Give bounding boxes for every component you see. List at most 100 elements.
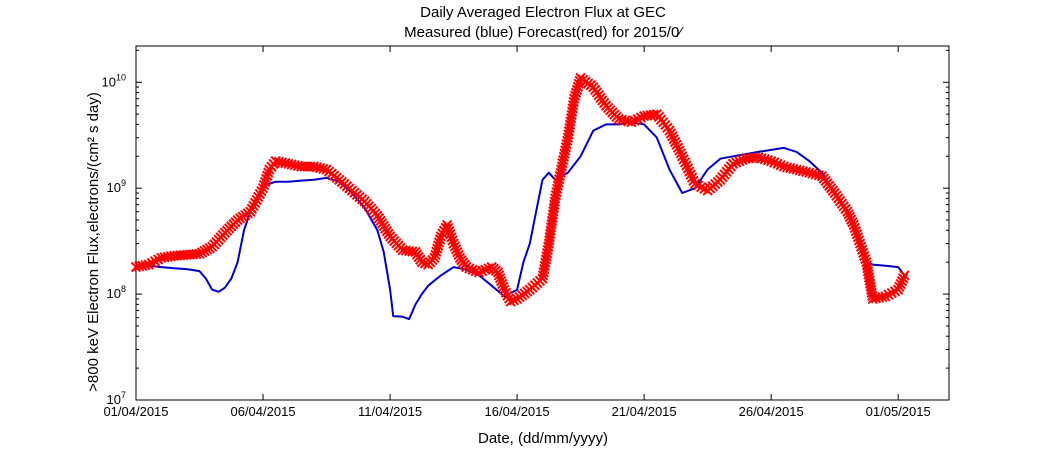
forecast-marker xyxy=(258,179,270,191)
forecast-marker xyxy=(569,90,581,101)
chart-subtitle: Measured (blue) Forecast(red) for 2015/0… xyxy=(404,24,684,41)
forecast-marker xyxy=(850,225,862,237)
forecast-marker xyxy=(678,154,689,165)
x-tick-label: 26/04/2015 xyxy=(739,404,804,419)
forecast-marker xyxy=(894,281,905,293)
forecast-marker xyxy=(667,131,678,142)
forecast-marker xyxy=(497,278,508,290)
forecast-marker xyxy=(445,229,456,240)
forecast-marker xyxy=(648,109,659,120)
forecast-marker xyxy=(257,182,269,194)
forecast-marker xyxy=(448,238,459,249)
forecast-marker xyxy=(480,264,491,275)
forecast-marker xyxy=(493,270,505,281)
forecast-marker xyxy=(671,139,682,151)
forecast-marker xyxy=(508,295,520,306)
forecast-marker xyxy=(684,166,695,177)
forecast-marker xyxy=(473,267,485,278)
forecast-marker xyxy=(895,278,906,290)
forecast-marker xyxy=(759,154,771,165)
forecast-marker xyxy=(899,270,910,281)
forecast-marker xyxy=(429,252,440,264)
forecast-marker xyxy=(494,273,506,284)
forecast-marker xyxy=(453,249,464,261)
forecast-marker xyxy=(852,232,864,243)
x-tick-label: 06/04/2015 xyxy=(230,404,295,419)
forecast-marker xyxy=(672,142,684,153)
forecast-marker xyxy=(434,234,446,245)
x-axis: 01/04/2015 06/04/2015 11/04/2015 16/04/2015… xyxy=(103,46,931,419)
x-tick-label: 16/04/2015 xyxy=(485,404,550,419)
forecast-marker xyxy=(571,84,583,95)
forecast-marker xyxy=(665,128,677,139)
forecast-marker xyxy=(664,125,675,136)
forecast-marker xyxy=(675,148,687,159)
forecast-marker xyxy=(682,163,694,174)
forecast-marker xyxy=(854,238,866,249)
forecast-marker xyxy=(849,222,860,234)
forecast-marker xyxy=(896,275,908,287)
series-layer xyxy=(130,72,910,321)
forecast-marker xyxy=(851,229,863,240)
forecast-marker xyxy=(432,243,443,254)
forecast-marker xyxy=(416,256,428,268)
x-tick-label: 01/04/2015 xyxy=(103,404,168,419)
forecast-marker xyxy=(432,240,444,251)
forecast-marker xyxy=(677,151,688,162)
y-axis: 107 108 109 1010 xyxy=(102,49,949,407)
forecast-marker xyxy=(476,265,488,277)
forecast-marker xyxy=(444,225,455,237)
y-tick-label: 107 xyxy=(107,390,126,407)
forecast-marker xyxy=(848,219,859,231)
forecast-marker xyxy=(263,167,274,178)
x-tick-label: 11/04/2015 xyxy=(358,404,422,419)
forecast-marker xyxy=(447,235,458,246)
forecast-marker xyxy=(727,158,739,169)
forecast-marker xyxy=(892,284,904,295)
forecast-marker xyxy=(898,273,909,284)
forecast-marker xyxy=(686,172,698,183)
forecast-marker xyxy=(433,237,445,248)
y-axis-label: >800 keV Electron Flux,electrons/(cm² s … xyxy=(85,92,102,392)
forecast-marker xyxy=(449,241,461,252)
forecast-marker xyxy=(669,136,681,148)
forecast-marker xyxy=(430,249,441,260)
forecast-marker xyxy=(734,156,745,167)
y-tick-label: 108 xyxy=(107,284,126,301)
x-axis-label: Date, (dd/mm/yyyy) xyxy=(478,430,608,447)
forecast-marker xyxy=(140,259,151,271)
forecast-marker xyxy=(858,247,869,259)
forecast-marker xyxy=(442,219,453,231)
forecast-marker xyxy=(753,152,764,163)
chart-title: Daily Averaged Electron Flux at GEC xyxy=(420,4,666,21)
forecast-marker xyxy=(498,281,509,293)
forecast-marker xyxy=(674,145,685,156)
forecast-marker xyxy=(731,157,742,168)
forecast-marker xyxy=(772,158,783,170)
forecast-marker xyxy=(452,246,463,258)
forecast-marker xyxy=(756,153,767,164)
y-tick-label: 1010 xyxy=(102,72,126,89)
forecast-marker xyxy=(443,222,454,234)
forecast-marker xyxy=(775,159,786,171)
forecast-marker xyxy=(762,155,774,166)
forecast-marker xyxy=(572,81,584,92)
forecast-marker xyxy=(769,157,780,168)
plot-area xyxy=(135,45,950,401)
forecast-marker xyxy=(765,155,777,167)
forecast-marker xyxy=(450,244,462,255)
forecast-marker xyxy=(570,87,582,98)
forecast-marker xyxy=(855,241,867,252)
y-tick-label: 109 xyxy=(107,178,126,195)
forecast-marker xyxy=(668,133,679,145)
forecast-marker xyxy=(461,261,472,273)
forecast-marker xyxy=(877,291,888,303)
x-tick-label: 01/05/2015 xyxy=(866,404,931,419)
forecast-marker xyxy=(679,157,691,168)
forecast-marker xyxy=(860,253,871,265)
forecast-marker xyxy=(260,173,272,185)
forecast-marker xyxy=(467,264,478,275)
forecast-marker xyxy=(685,169,696,180)
forecast-marker xyxy=(492,267,504,278)
